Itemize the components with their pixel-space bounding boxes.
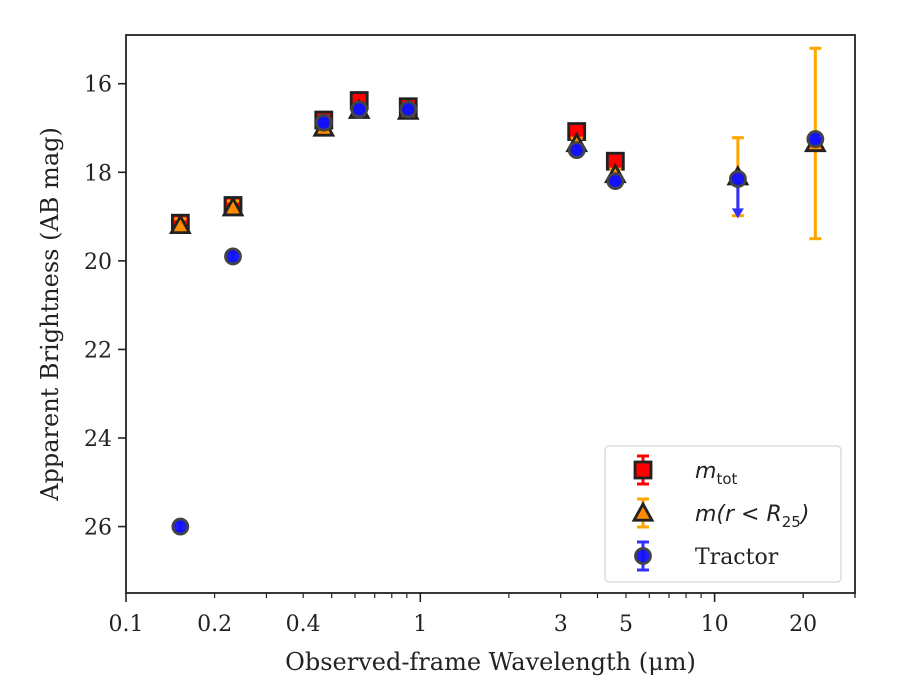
legend-label: Tractor: [695, 545, 779, 570]
legend-entry: m(r < R25): [631, 497, 809, 531]
legend-label-subscript: 25: [782, 513, 801, 531]
data-point: [728, 170, 747, 188]
data-point: [221, 195, 245, 217]
legend-box: [604, 445, 842, 583]
plot-frame: [125, 34, 856, 594]
legend-label-main: m: [695, 459, 716, 484]
legend-label-main: m(r < R: [695, 502, 782, 527]
series-triangle: [168, 46, 827, 241]
y-tick-label: 22: [84, 338, 112, 363]
legend-marker: [631, 501, 655, 522]
data-point: [399, 100, 418, 119]
x-tick-label: 0.4: [286, 612, 321, 637]
x-tick-label: 5: [619, 612, 633, 637]
y-axis-label: Apparent Brightness (AB mag): [36, 127, 64, 502]
data-point: [314, 113, 333, 132]
series-circle: [171, 100, 825, 536]
data-point: [806, 130, 825, 148]
y-tick-label: 20: [84, 250, 112, 275]
y-tick-label: 18: [84, 161, 112, 186]
data-point: [350, 100, 369, 119]
data-point: [224, 247, 242, 266]
x-tick-label: 1: [413, 612, 427, 637]
y-axis-ticks: 16 18 20 22 24 26: [84, 73, 126, 541]
x-axis-label: Observed-frame Wavelength (μm): [285, 648, 696, 676]
x-tick-label: 0.2: [197, 612, 232, 637]
legend-entry: mtot: [633, 454, 737, 488]
x-tick-label: 10: [701, 612, 729, 637]
legend-marker: [633, 460, 653, 480]
data-point: [606, 172, 625, 191]
upper-limit-arrow: [731, 208, 744, 219]
legend: mtot m(r < R25) Tractor: [604, 445, 842, 583]
legend-label-end: ): [799, 502, 810, 527]
x-tick-label: 3: [554, 612, 568, 637]
legend-entry: Tractor: [634, 540, 779, 572]
legend-label: m(r < R25): [695, 502, 809, 531]
y-tick-label: 24: [84, 427, 112, 452]
legend-label: mtot: [695, 459, 737, 488]
legend-marker: [634, 547, 652, 565]
data-point: [567, 141, 586, 160]
x-tick-label: 0.1: [109, 612, 144, 637]
x-tick-label: 20: [789, 612, 817, 637]
legend-label-subscript: tot: [716, 470, 737, 488]
data-point: [171, 517, 190, 536]
data-point: [168, 213, 192, 235]
x-axis-ticks: 0.1 0.2 0.4 1 3 5 10 20: [109, 593, 856, 637]
y-tick-label: 16: [84, 73, 112, 98]
data-marks: [168, 46, 827, 536]
y-tick-label: 26: [84, 516, 112, 541]
